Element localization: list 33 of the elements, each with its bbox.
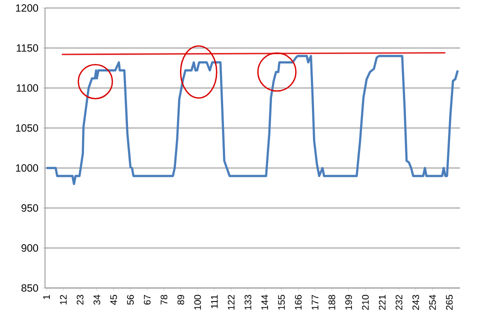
y-tick-label: 1050 xyxy=(16,124,38,132)
x-tick-label: 100 xyxy=(194,294,201,310)
x-tick-label: 265 xyxy=(446,294,453,310)
x-tick-label: 177 xyxy=(312,294,318,310)
x-tick-label: 199 xyxy=(345,294,352,310)
x-tick-label: 155 xyxy=(278,294,285,310)
x-tick-label: 12 xyxy=(60,294,67,304)
x-tick-label: 45 xyxy=(110,294,117,305)
x-tick-label: 56 xyxy=(127,294,134,305)
y-tick-label: 950 xyxy=(22,204,38,212)
x-tick-label: 34 xyxy=(94,294,100,305)
x-tick-label: 23 xyxy=(76,294,84,305)
y-tick-label: 1100 xyxy=(16,84,38,92)
x-tick-label: 89 xyxy=(177,294,184,305)
x-tick-label: 122 xyxy=(228,294,234,310)
y-tick-label: 1200 xyxy=(16,4,38,12)
y-tick-label: 1000 xyxy=(16,164,38,172)
x-tick-label: 188 xyxy=(328,294,336,310)
x-tick-label: 243 xyxy=(412,294,420,310)
x-tick-label: 166 xyxy=(294,294,302,310)
x-tick-label: 232 xyxy=(396,294,402,310)
x-tick-label: 210 xyxy=(362,294,369,310)
x-tick-label: 254 xyxy=(429,294,436,310)
x-tick-label: 78 xyxy=(160,294,168,305)
x-tick-label: 221 xyxy=(378,294,386,310)
x-tick-label: 1 xyxy=(43,294,50,300)
y-tick-label: 900 xyxy=(22,244,38,252)
x-tick-label: 133 xyxy=(244,294,252,310)
y-tick-label: 850 xyxy=(21,284,38,292)
x-tick-label: 67 xyxy=(144,294,151,305)
x-tick-label: 144 xyxy=(261,294,268,310)
y-tick-label: 1150 xyxy=(16,44,38,52)
x-tick-label: 111 xyxy=(211,294,218,308)
